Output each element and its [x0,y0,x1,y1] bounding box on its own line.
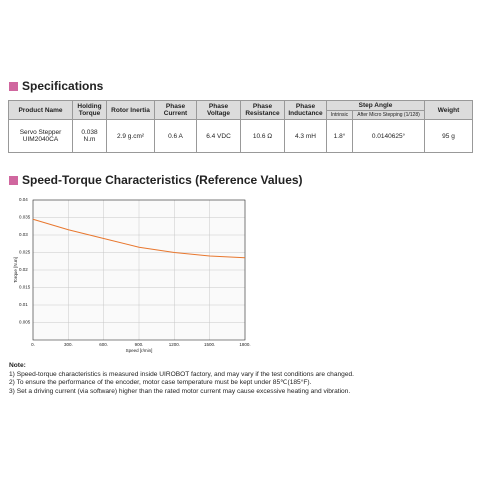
header-cell: Phase Resistance [240,100,285,120]
header-cell: Step Angle [326,100,425,111]
y-tick-label: 0.005 [19,320,31,325]
x-tick-label: 1500. [204,342,215,347]
x-tick-label: 300. [64,342,73,347]
chart-title: Speed-Torque Characteristics (Reference … [22,173,303,187]
y-tick-label: 0.025 [19,250,31,255]
x-tick-label: 600. [99,342,108,347]
y-tick-label: 0.03 [19,232,28,237]
y-tick-label: 0.035 [19,215,31,220]
y-tick-label: 0.015 [19,285,31,290]
header-cell: Product Name [8,100,73,120]
header-cell: Phase Voltage [196,100,241,120]
note: 2) To ensure the performance of the enco… [9,379,312,387]
note: 1) Speed-torque characteristics is measu… [9,370,354,378]
y-tick-label: 0.04 [19,197,28,202]
x-tick-label: 1800. [239,342,250,347]
section-heading: Specifications [9,79,103,93]
subheader-cell: After Micro Stepping (1/128) [352,110,425,120]
chart: 0.005 0.01 0.015 0.02 0.025 0.03 0.035 0.04 0. 30… [13,197,250,353]
heading-text: Specifications [22,79,104,93]
header-cell: Phase Inductance [284,100,327,120]
table-cell: Servo Stepper UIM2040CA [8,119,73,153]
table-cell: 0.038 N.m [72,119,107,153]
subheader-cell: Intrinsic [326,110,353,120]
header-cell: Rotor Inertia [106,100,155,120]
notes: Note: 1) Speed-torque characteristics is… [9,362,354,396]
table-cell: 2.9 g.cm² [106,119,155,153]
table-cell: 0.0140625° [352,119,425,153]
y-tick-label: 0.01 [19,302,28,307]
y-tick-label: 0.02 [19,267,28,272]
y-axis-label: Torque [N.m] [13,257,18,283]
x-tick-label: 900. [135,342,144,347]
table-cell: 6.4 VDC [196,119,241,153]
note: 3) Set a driving current (via software) … [9,387,351,395]
header-cell: Weight [424,100,473,120]
table-cell: 95 g [424,119,473,153]
table-cell: 0.6 A [154,119,197,153]
x-axis-label: Speed [r/min] [126,348,153,353]
header-cell: Holding Torque [72,100,107,120]
table-cell: 10.6 Ω [240,119,285,153]
x-tick-label: 0. [31,342,35,347]
spec-table: Product Name Holding Torque Rotor Inerti… [8,100,473,153]
x-tick-label: 1200. [169,342,180,347]
section-heading: Speed-Torque Characteristics (Reference … [9,173,303,187]
line [32,218,246,259]
notes-title: Note: [9,362,26,369]
plot-frame [32,199,246,341]
table-cell: 4.3 mH [284,119,327,153]
header-cell: Phase Current [154,100,197,120]
table-cell: 1.8° [326,119,353,153]
